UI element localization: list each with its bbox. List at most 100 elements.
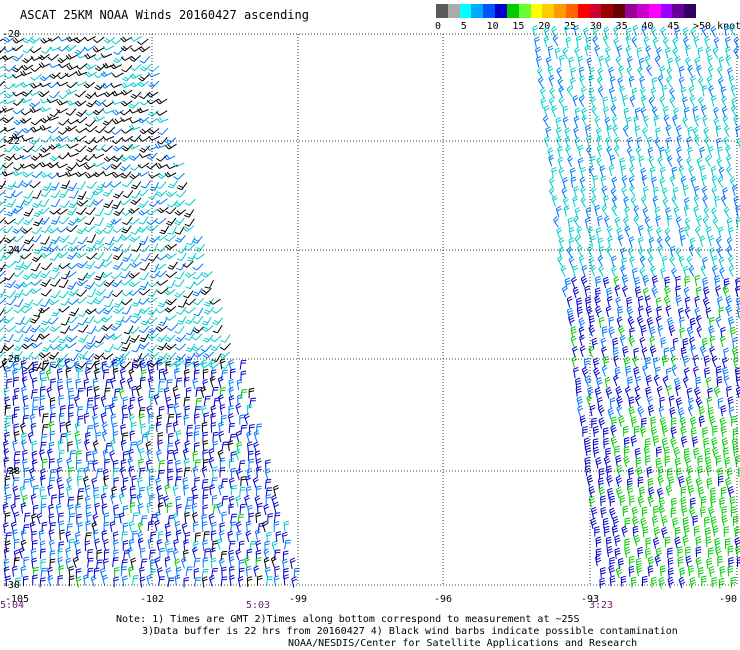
- wind-barb: [40, 236, 50, 245]
- wind-barb: [648, 486, 655, 499]
- wind-barb: [110, 439, 117, 451]
- wind-barb: [137, 107, 149, 114]
- wind-barb: [174, 325, 185, 334]
- wind-barb: [602, 34, 609, 47]
- colorbar-swatch: [577, 4, 591, 18]
- wind-barb: [121, 305, 132, 315]
- wind-barb: [701, 337, 709, 349]
- wind-barb: [103, 369, 110, 380]
- wind-barb: [57, 548, 64, 559]
- wind-barb: [721, 95, 728, 108]
- wind-barb: [22, 35, 34, 44]
- wind-barb: [85, 207, 96, 216]
- wind-barb: [156, 198, 168, 205]
- wind-barb: [50, 198, 61, 208]
- wind-barb: [584, 124, 591, 137]
- wind-barb: [193, 568, 200, 579]
- wind-barb: [128, 207, 140, 214]
- wind-barb: [174, 217, 185, 226]
- wind-barb: [629, 495, 635, 507]
- wind-barb: [606, 225, 613, 238]
- wind-barb: [118, 492, 125, 505]
- wind-barb: [75, 568, 82, 579]
- wind-barb: [193, 297, 205, 306]
- wind-barb: [66, 99, 79, 106]
- wind-barb: [682, 184, 689, 197]
- wind-barb: [66, 335, 78, 343]
- wind-barb: [22, 171, 34, 178]
- wind-barb: [40, 317, 52, 326]
- wind-barb: [2, 251, 14, 260]
- wind-barb: [703, 127, 710, 139]
- wind-barb: [138, 200, 149, 209]
- wind-barb: [704, 527, 711, 539]
- wind-barb: [173, 172, 185, 180]
- wind-barb: [732, 515, 739, 527]
- wind-barb: [211, 387, 219, 397]
- wind-barb: [693, 194, 700, 207]
- wind-barb: [615, 475, 623, 487]
- wind-barb: [645, 455, 651, 467]
- wind-barb: [727, 67, 733, 79]
- wind-barb: [657, 156, 664, 168]
- wind-barb: [130, 35, 142, 42]
- wind-barb: [77, 317, 89, 326]
- wind-barb: [74, 421, 81, 434]
- wind-barb: [694, 274, 701, 287]
- wind-barb: [695, 396, 703, 409]
- wind-barb: [68, 504, 74, 516]
- wind-barb: [702, 277, 709, 289]
- wind-barb: [724, 36, 731, 49]
- wind-barb: [93, 352, 105, 360]
- wind-barb: [576, 297, 583, 309]
- wind-barb: [194, 459, 201, 470]
- wind-barb: [609, 556, 615, 568]
- wind-barb: [112, 233, 123, 243]
- wind-barb: [217, 376, 224, 388]
- wind-barb: [165, 243, 177, 250]
- wind-barb: [697, 76, 704, 89]
- wind-barb: [157, 342, 168, 351]
- wind-barb: [38, 62, 51, 69]
- wind-barb: [641, 25, 648, 37]
- wind-barb: [570, 335, 577, 348]
- wind-barb: [733, 195, 740, 208]
- wind-barb: [28, 90, 41, 96]
- wind-barb: [0, 326, 5, 332]
- wind-barb: [552, 34, 559, 47]
- wind-barb: [86, 288, 97, 298]
- wind-barb: [139, 467, 146, 478]
- wind-barb: [23, 145, 35, 153]
- wind-barb: [648, 236, 655, 249]
- wind-barb: [583, 27, 589, 39]
- wind-barb: [5, 190, 16, 199]
- wind-barb: [647, 146, 654, 159]
- wind-barb: [678, 76, 685, 89]
- wind-barb: [184, 405, 191, 417]
- wind-barb: [172, 385, 179, 398]
- wind-barb: [656, 46, 662, 59]
- wind-barb: [113, 299, 124, 308]
- wind-barb: [211, 521, 217, 533]
- wind-barb: [202, 351, 215, 359]
- wind-barb: [609, 575, 616, 587]
- wind-barb: [1, 161, 14, 169]
- colorbar-label: 35: [615, 21, 628, 32]
- wind-barb: [103, 242, 115, 251]
- wind-barb: [727, 396, 734, 408]
- wind-barb: [67, 136, 79, 142]
- wind-barb: [248, 387, 255, 399]
- wind-barb: [655, 446, 662, 458]
- wind-barb: [56, 368, 63, 380]
- wind-barb: [717, 397, 724, 409]
- wind-barb: [4, 74, 17, 79]
- wind-barb: [264, 566, 271, 579]
- wind-barb: [164, 540, 171, 552]
- wind-barb: [96, 468, 103, 479]
- wind-barb: [84, 172, 97, 179]
- wind-barb: [30, 279, 43, 286]
- wind-barb: [619, 334, 626, 347]
- wind-barb: [689, 577, 696, 589]
- wind-barb: [728, 406, 735, 418]
- wind-barb: [94, 144, 106, 152]
